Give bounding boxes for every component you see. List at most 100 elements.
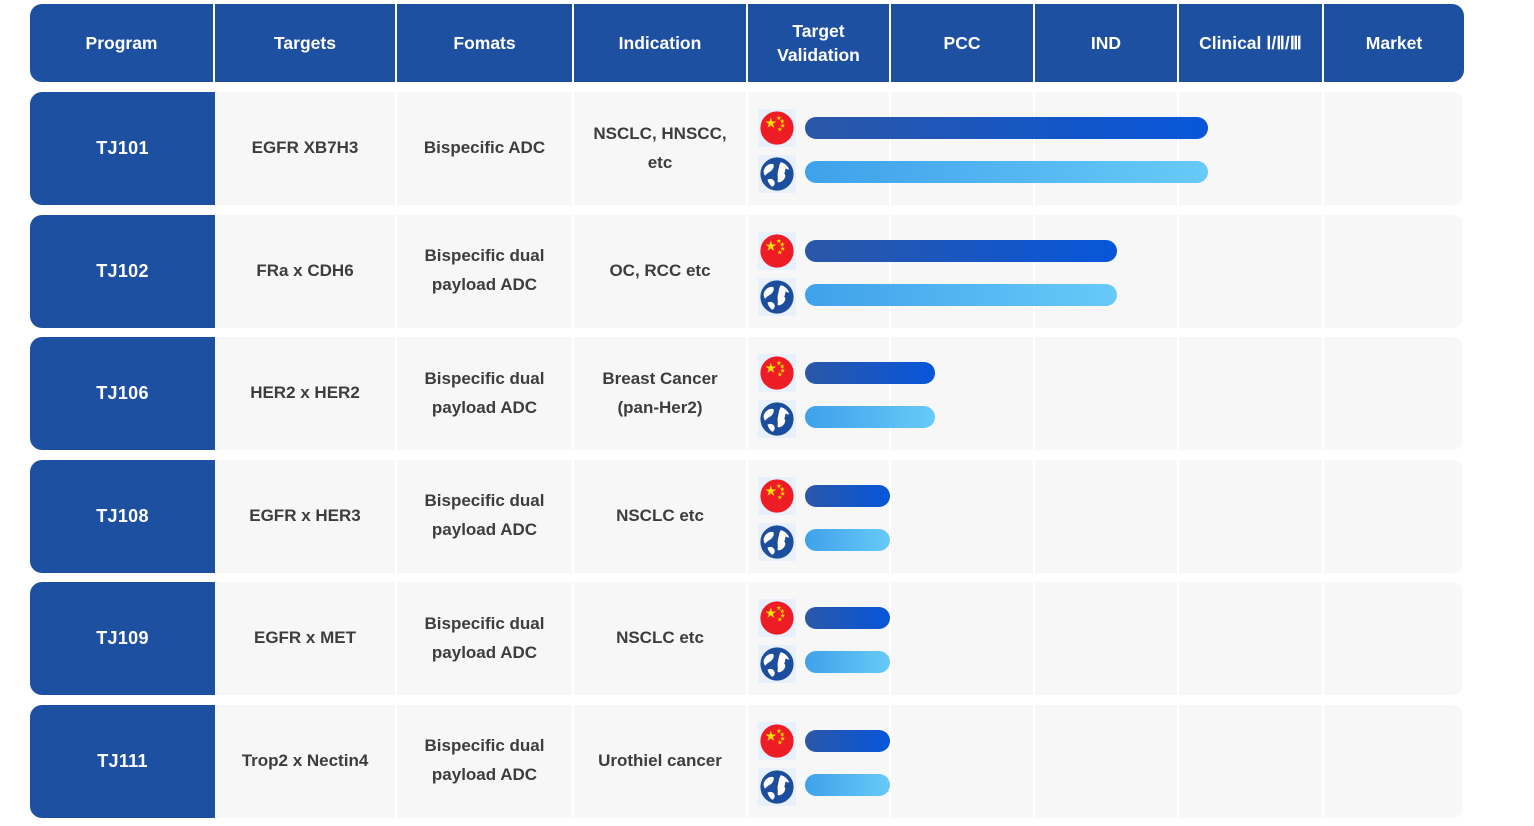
formats-cell: Bispecific dual payload ADC — [397, 337, 574, 450]
targets-cell: EGFR x HER3 — [215, 459, 397, 573]
stage-cell-target-validation — [748, 459, 891, 573]
pipeline-rows: TJ101 EGFR XB7H3 Bispecific ADC NSCLC, H… — [30, 92, 1464, 818]
globe-icon — [758, 767, 796, 806]
stage-cell-target-validation — [748, 704, 891, 818]
stage-cell-clinical — [1179, 337, 1324, 450]
global-progress-bar — [805, 161, 1208, 183]
header-cell-targets: Targets — [215, 4, 397, 82]
stage-cell-clinical — [1179, 214, 1324, 328]
china-flag-icon — [758, 109, 796, 147]
stage-cell-ind — [1035, 92, 1179, 205]
china-flag-icon — [758, 476, 796, 515]
formats-cell: Bispecific ADC — [397, 92, 574, 205]
header-cell-indication: Indication — [574, 4, 748, 82]
program-cell: TJ109 — [30, 582, 215, 695]
pipeline-row: TJ111 Trop2 x Nectin4 Bispecific dual pa… — [30, 704, 1464, 818]
stage-cell-clinical — [1179, 459, 1324, 573]
targets-cell: Trop2 x Nectin4 — [215, 704, 397, 818]
header-cell-program: Program — [30, 4, 215, 82]
stage-cell-ind — [1035, 337, 1179, 450]
china-flag-icon — [758, 599, 796, 637]
formats-cell: Bispecific dual payload ADC — [397, 582, 574, 695]
china-flag-icon — [758, 721, 796, 760]
program-cell: TJ102 — [30, 214, 215, 328]
header-cell-market: Market — [1365, 32, 1423, 53]
formats-cell: Bispecific dual payload ADC — [397, 704, 574, 818]
stage-cell-target-validation — [748, 92, 891, 205]
header-cell-ind: IND — [1035, 4, 1179, 82]
stage-cell-pcc — [891, 337, 1035, 450]
stage-cell-pcc — [891, 704, 1035, 818]
stage-cell-ind — [1035, 582, 1179, 695]
indication-cell: Urothiel cancer — [574, 704, 748, 818]
progress-track — [748, 460, 1464, 573]
targets-cell: FRa x CDH6 — [215, 214, 397, 328]
china-flag-icon — [758, 354, 796, 392]
header-row: Program Targets Fomats Indication Target… — [30, 4, 1464, 82]
stage-cell-market — [1324, 92, 1464, 205]
stage-cell-ind — [1035, 214, 1179, 328]
program-cell: TJ111 — [30, 704, 215, 818]
global-progress-bar — [805, 773, 890, 796]
china-progress-bar — [805, 607, 890, 629]
formats-cell: Bispecific dual payload ADC — [397, 459, 574, 573]
china-progress-bar — [805, 117, 1208, 139]
china-flag-icon — [758, 231, 796, 270]
pipeline-row: TJ108 EGFR x HER3 Bispecific dual payloa… — [30, 459, 1464, 573]
globe-icon — [758, 277, 796, 316]
stage-cell-market — [1324, 582, 1464, 695]
pipeline-table: Program Targets Fomats Indication Target… — [30, 4, 1464, 818]
indication-cell: NSCLC etc — [574, 582, 748, 695]
global-progress-bar — [805, 651, 890, 673]
stage-cell-pcc — [891, 582, 1035, 695]
header-cell-formats: Fomats — [397, 4, 574, 82]
global-progress-bar — [805, 283, 1117, 306]
china-progress-bar — [805, 484, 890, 507]
header-cell-target-validation: Target Validation — [748, 4, 891, 82]
targets-cell: HER2 x HER2 — [215, 337, 397, 450]
china-progress-bar — [805, 239, 1117, 262]
indication-cell: NSCLC, HNSCC, etc — [574, 92, 748, 205]
pipeline-row: TJ102 FRa x CDH6 Bispecific dual payload… — [30, 214, 1464, 328]
header-cell-pcc: PCC — [891, 4, 1035, 82]
stage-cell-ind — [1035, 704, 1179, 818]
global-progress-bar — [805, 406, 935, 428]
stage-cell-ind — [1035, 459, 1179, 573]
program-cell: TJ101 — [30, 92, 215, 205]
formats-cell: Bispecific dual payload ADC — [397, 214, 574, 328]
globe-icon — [758, 400, 796, 438]
progress-track — [748, 92, 1464, 205]
indication-cell: OC, RCC etc — [574, 214, 748, 328]
targets-cell: EGFR x MET — [215, 582, 397, 695]
china-progress-bar — [805, 362, 935, 384]
stage-cell-target-validation — [748, 337, 891, 450]
header-cell-clinical: Clinical Ⅰ/Ⅱ/Ⅲ — [1179, 4, 1324, 82]
stage-cell-market — [1324, 704, 1464, 818]
progress-track — [748, 337, 1464, 450]
stage-cell-pcc — [891, 214, 1035, 328]
stage-cell-clinical — [1179, 704, 1324, 818]
progress-track — [748, 582, 1464, 695]
program-cell: TJ106 — [30, 337, 215, 450]
progress-track — [748, 215, 1464, 328]
indication-cell: Breast Cancer (pan-Her2) — [574, 337, 748, 450]
pipeline-row: TJ106 HER2 x HER2 Bispecific dual payloa… — [30, 337, 1464, 450]
globe-icon — [758, 645, 796, 683]
stage-cell-market — [1324, 214, 1464, 328]
pipeline-row: TJ109 EGFR x MET Bispecific dual payload… — [30, 582, 1464, 695]
stage-cell-pcc — [891, 459, 1035, 573]
stage-cell-clinical — [1179, 92, 1324, 205]
china-progress-bar — [805, 729, 890, 752]
stage-cell-clinical — [1179, 582, 1324, 695]
stage-cell-market — [1324, 459, 1464, 573]
pipeline-row: TJ101 EGFR XB7H3 Bispecific ADC NSCLC, H… — [30, 92, 1464, 205]
targets-cell: EGFR XB7H3 — [215, 92, 397, 205]
program-cell: TJ108 — [30, 459, 215, 573]
global-progress-bar — [805, 528, 890, 551]
stage-cell-target-validation — [748, 582, 891, 695]
indication-cell: NSCLC etc — [574, 459, 748, 573]
globe-icon — [758, 155, 796, 193]
stage-cell-target-validation — [748, 214, 891, 328]
progress-track — [748, 705, 1464, 818]
stage-cell-pcc — [891, 92, 1035, 205]
